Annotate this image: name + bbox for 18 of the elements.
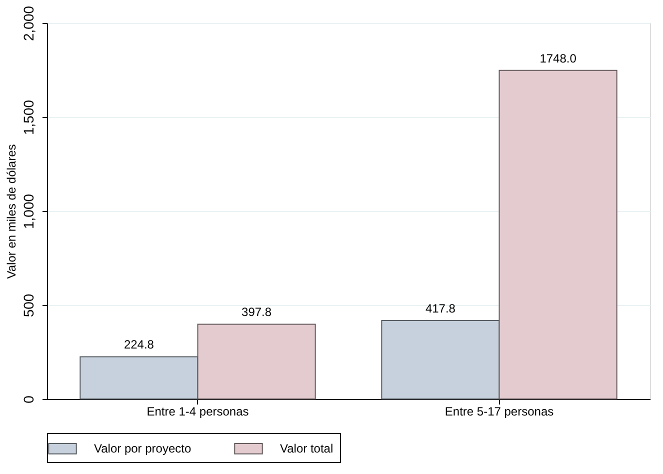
x-tick-label: Entre 1-4 personas — [146, 404, 249, 418]
bar — [381, 320, 500, 400]
y-tick-label: 0 — [20, 395, 36, 404]
y-tick-label: 1,500 — [20, 100, 36, 136]
y-axis-title: Valor en miles de dólares — [4, 144, 18, 279]
x-tick-label: Entre 5-17 personas — [444, 404, 554, 418]
y-tick-label: 500 — [20, 294, 36, 318]
y-tick-label: 1,000 — [20, 194, 36, 230]
legend-label: Valor por proyecto — [94, 442, 192, 456]
bar — [80, 356, 198, 400]
bar — [498, 70, 618, 400]
data-label: 417.8 — [425, 301, 456, 316]
data-label: 224.8 — [124, 338, 154, 352]
y-tick-label: 2,000 — [20, 6, 36, 42]
legend-label: Valor total — [280, 442, 334, 456]
data-label: 397.8 — [242, 305, 272, 320]
data-label: 1748.0 — [540, 51, 577, 66]
bar — [197, 324, 316, 400]
